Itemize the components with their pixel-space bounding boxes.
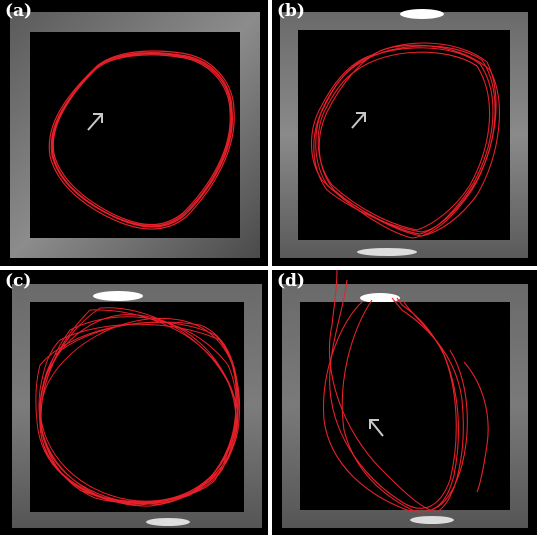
arrow-icon — [369, 419, 384, 437]
panel-label: (d) — [277, 271, 305, 291]
arrow-icon — [351, 112, 366, 129]
swim-trajectory — [310, 42, 500, 239]
panel-c: (c) — [0, 270, 268, 535]
panel-a-image — [10, 12, 260, 258]
light-reflection — [410, 516, 454, 524]
panel-label: (a) — [5, 1, 33, 21]
panel-label: (c) — [5, 271, 32, 291]
tank-interior — [300, 302, 510, 510]
panel-b-image — [280, 9, 528, 258]
swim-trajectory — [322, 270, 489, 513]
panel-d: (d) — [272, 270, 537, 535]
light-reflection — [400, 9, 444, 19]
panel-a: (a) — [0, 0, 268, 266]
swim-trajectory — [35, 307, 241, 507]
light-reflection — [360, 293, 400, 303]
swim-trajectory — [48, 50, 235, 230]
arrow-icon — [87, 113, 103, 131]
light-reflection — [146, 518, 190, 526]
panel-d-image — [282, 270, 528, 528]
light-reflection — [357, 248, 417, 256]
light-reflection — [93, 291, 143, 301]
panel-label: (b) — [277, 1, 305, 21]
panel-b: (b) — [272, 0, 537, 266]
panel-c-image — [12, 284, 262, 528]
